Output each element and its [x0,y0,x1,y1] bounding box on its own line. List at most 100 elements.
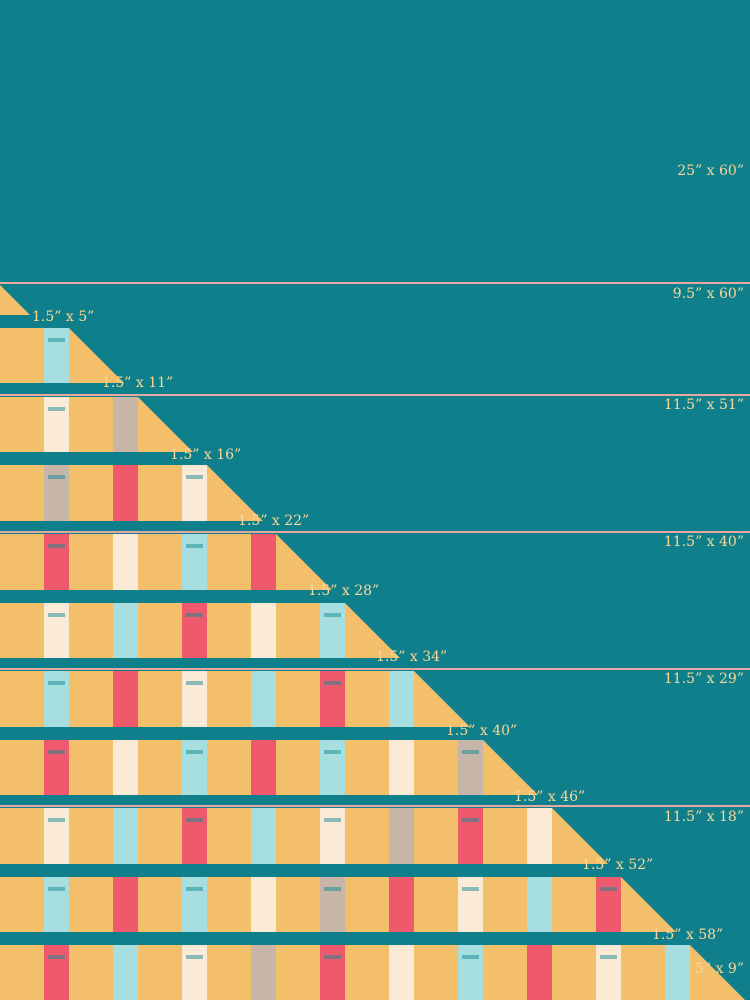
fabric-strip-r11-c9 [596,945,621,1000]
fabric-strip-r3-c2 [113,397,138,452]
fabric-pattern-r6-c5 [324,613,341,617]
label-strip-2: 1.5” x 11” [102,375,174,391]
fabric-pattern-r10-c5 [324,887,341,891]
fabric-strip-r6-c3 [182,603,207,658]
fabric-strip-r3-c1 [44,397,69,452]
fabric-strip-r10-c1 [44,877,69,932]
fabric-strip-r8-c4 [251,740,276,795]
fabric-strip-r8-c6 [389,740,414,795]
fabric-strip-r10-c4 [251,877,276,932]
seam-line-1 [0,282,750,284]
fabric-strip-r8-c1 [44,740,69,795]
fabric-strip-r9-c1 [44,808,69,864]
fabric-pattern-r8-c1 [48,750,65,754]
fabric-pattern-r9-c1 [48,818,65,822]
fabric-strip-r7-c2 [113,671,138,727]
yellow-row-3 [0,397,193,452]
fabric-strip-r9-c2 [113,808,138,864]
fabric-strip-r11-c7 [458,945,483,1000]
fabric-pattern-r7-c3 [186,681,203,685]
fabric-pattern-r5-c3 [186,544,203,548]
label-strip-9: 1.5” x 52” [582,857,654,873]
yellow-row-11 [0,945,745,1000]
fabric-strip-r10-c3 [182,877,207,932]
fabric-strip-r7-c1 [44,671,69,727]
label-corner: 5” x 9” [695,961,744,977]
fabric-strip-r10-c5 [320,877,345,932]
fabric-pattern-r9-c5 [324,818,341,822]
fabric-strip-r5-c1 [44,534,69,590]
fabric-pattern-r8-c5 [324,750,341,754]
fabric-strip-r11-c3 [182,945,207,1000]
label-panel-3: 11.5” x 40” [663,534,744,550]
label-panel-5: 11.5” x 18” [663,809,744,825]
fabric-pattern-r11-c1 [48,955,65,959]
label-panel-2: 11.5” x 51” [663,397,744,413]
fabric-strip-r11-c4 [251,945,276,1000]
fabric-pattern-r6-c3 [186,613,203,617]
fabric-strip-r7-c5 [320,671,345,727]
fabric-pattern-r10-c3 [186,887,203,891]
fabric-pattern-r5-c1 [48,544,65,548]
label-strip-7: 1.5” x 40” [446,723,518,739]
fabric-strip-r6-c4 [251,603,276,658]
fabric-strip-r6-c5 [320,603,345,658]
label-strip-4: 1.5” x 22” [238,513,310,529]
fabric-strip-r8-c3 [182,740,207,795]
fabric-strip-r5-c3 [182,534,207,590]
fabric-strip-r5-c2 [113,534,138,590]
fabric-strip-r10-c6 [389,877,414,932]
label-top-panel: 25” x 60” [677,163,744,179]
fabric-strip-r11-c6 [389,945,414,1000]
fabric-strip-r11-c10 [665,945,690,1000]
fabric-pattern-r3-c1 [48,407,65,411]
fabric-pattern-r11-c7 [462,955,479,959]
fabric-strip-r10-c2 [113,877,138,932]
fabric-pattern-r11-c5 [324,955,341,959]
fabric-pattern-r2-c1 [48,338,65,342]
fabric-strip-r9-c7 [458,808,483,864]
fabric-pattern-r9-c3 [186,818,203,822]
fabric-pattern-r11-c9 [600,955,617,959]
fabric-strip-r9-c6 [389,808,414,864]
fabric-pattern-r8-c3 [186,750,203,754]
label-strip-10: 1.5” x 58” [652,927,724,943]
fabric-strip-r11-c1 [44,945,69,1000]
fabric-pattern-r10-c9 [600,887,617,891]
fabric-strip-r9-c4 [251,808,276,864]
fabric-strip-r8-c7 [458,740,483,795]
fabric-strip-r11-c5 [320,945,345,1000]
seam-line-4 [0,668,750,670]
fabric-pattern-r9-c7 [462,818,479,822]
fabric-strip-r5-c4 [251,534,276,590]
yellow-row-9 [0,808,608,864]
fabric-strip-r4-c2 [113,465,138,521]
fabric-pattern-r6-c1 [48,613,65,617]
label-panel-1: 9.5” x 60” [672,286,744,302]
fabric-strip-r8-c2 [113,740,138,795]
fabric-strip-r10-c9 [596,877,621,932]
label-strip-1: 1.5” x 5” [32,309,95,325]
fabric-strip-r4-c3 [182,465,207,521]
fabric-pattern-r4-c1 [48,475,65,479]
label-strip-8: 1.5” x 46” [514,789,586,805]
fabric-strip-r8-c5 [320,740,345,795]
fabric-strip-r11-c8 [527,945,552,1000]
fabric-strip-r11-c2 [113,945,138,1000]
fabric-strip-r9-c8 [527,808,552,864]
fabric-pattern-r7-c1 [48,681,65,685]
fabric-strip-r6-c2 [113,603,138,658]
fabric-strip-r9-c3 [182,808,207,864]
fabric-strip-r10-c8 [527,877,552,932]
fabric-strip-r10-c7 [458,877,483,932]
label-strip-3: 1.5” x 16” [170,447,242,463]
label-strip-6: 1.5” x 34” [376,649,448,665]
fabric-strip-r9-c5 [320,808,345,864]
fabric-pattern-r10-c7 [462,887,479,891]
fabric-strip-r7-c3 [182,671,207,727]
fabric-strip-r6-c1 [44,603,69,658]
seam-line-2 [0,394,750,396]
seam-line-5 [0,805,750,807]
